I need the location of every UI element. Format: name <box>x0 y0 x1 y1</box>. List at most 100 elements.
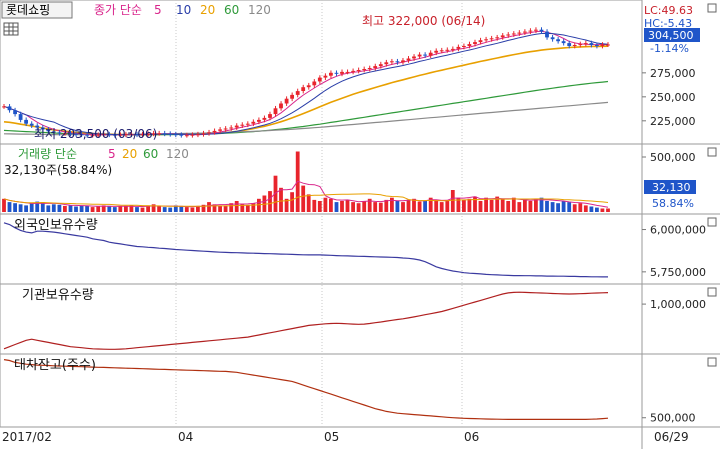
candle-body <box>583 43 588 45</box>
close-icon[interactable] <box>707 357 717 367</box>
volume-bar <box>68 205 73 212</box>
volume-bar <box>556 203 560 212</box>
volume-bar <box>373 202 378 212</box>
volume-bar <box>390 197 394 212</box>
volume-bar <box>223 205 228 212</box>
volume-bar <box>378 202 383 212</box>
volume-bar <box>46 205 51 212</box>
volume-bar <box>462 199 466 212</box>
close-icon[interactable] <box>707 3 717 13</box>
volume-badge-value: 32,130 <box>652 181 691 194</box>
candle-body <box>439 50 444 52</box>
volume-bar <box>489 199 494 212</box>
candle-body <box>135 134 139 136</box>
candle-body <box>550 37 555 40</box>
volume-title: 거래량 단순 <box>18 147 77 161</box>
price-panel <box>2 27 610 138</box>
candle-body <box>317 77 322 82</box>
volume-bar <box>595 207 599 212</box>
candle-body <box>151 133 156 135</box>
volume-bar <box>428 197 433 212</box>
stock-name[interactable]: 롯데쇼핑 <box>6 3 50 17</box>
volume-bar <box>434 199 439 212</box>
candle-body <box>51 131 56 133</box>
foreign-title: 외국인보유수량 <box>14 218 98 233</box>
table-icon[interactable] <box>3 22 19 36</box>
volume-bar <box>329 198 333 212</box>
candle-body <box>506 34 511 36</box>
candle-body <box>29 123 34 126</box>
volume-bar <box>561 201 566 212</box>
candle-body <box>567 43 572 46</box>
ma-label: 종가 단순 <box>94 3 142 17</box>
candle-body <box>24 119 28 124</box>
loan-line <box>3 359 609 420</box>
y-tick-label: 250,000 <box>650 91 696 104</box>
volume-bar <box>24 205 28 212</box>
volume-bar <box>63 205 67 212</box>
volume-bar <box>356 203 361 212</box>
volume-bar <box>345 199 350 212</box>
volume-badge-pct: 58.84% <box>652 197 694 210</box>
candle-body <box>534 29 538 31</box>
candle-body <box>362 69 367 70</box>
candle-body <box>373 66 378 68</box>
candle-body <box>450 48 455 50</box>
candle-body <box>517 32 522 34</box>
vertical-grid <box>175 0 463 427</box>
volume-bar <box>2 198 6 212</box>
close-icon[interactable] <box>707 217 717 227</box>
candle-body <box>478 40 483 43</box>
close-icon[interactable] <box>707 147 717 157</box>
volume-bar <box>118 206 123 212</box>
candle-body <box>445 49 450 51</box>
candle-body <box>578 44 583 46</box>
volume-bar <box>478 201 483 212</box>
volume-bar <box>168 207 173 212</box>
candle-body <box>46 129 51 132</box>
volume-bar <box>600 208 605 212</box>
volume-bar <box>589 206 594 212</box>
volume-bar <box>401 202 405 212</box>
ma-line-10 <box>3 32 609 136</box>
ma-period-5: 5 <box>154 3 162 17</box>
candle-body <box>68 133 73 135</box>
candle-body <box>423 54 427 56</box>
volume-bar <box>506 201 511 212</box>
candle-body <box>118 134 123 136</box>
volume-bar <box>218 205 222 212</box>
candle-body <box>96 134 101 136</box>
volume-bar <box>450 190 455 212</box>
candle-body <box>279 103 283 109</box>
volume-bar <box>112 207 117 212</box>
volume-bar <box>207 202 211 212</box>
stock-name-box[interactable] <box>1 1 73 19</box>
volume-bar <box>190 207 195 212</box>
candle-body <box>401 60 405 63</box>
volume-bar <box>201 204 206 212</box>
candle-body <box>406 58 411 61</box>
volume-bar <box>290 192 294 212</box>
volume-bar <box>140 207 145 212</box>
candle-body <box>207 132 211 134</box>
volume-panel <box>2 151 610 212</box>
loan-balance-panel <box>3 359 609 420</box>
volume-bar <box>196 205 200 212</box>
candle-body <box>190 134 195 136</box>
volume-bar <box>456 197 461 212</box>
volume-bar <box>351 202 355 212</box>
candle-body <box>589 43 594 45</box>
candle-body <box>595 45 599 46</box>
candle-body <box>107 134 112 136</box>
candle-body <box>340 71 344 74</box>
close-icon[interactable] <box>707 287 717 297</box>
y-tick-label: 5,750,000 <box>650 266 706 279</box>
volume-bar <box>7 202 12 212</box>
volume-bar <box>406 199 411 212</box>
volume-bar <box>29 202 34 212</box>
foreign-holding-panel <box>3 222 608 278</box>
volume-bar <box>572 204 577 212</box>
volume-bar <box>262 195 267 212</box>
candle-body <box>539 29 544 32</box>
